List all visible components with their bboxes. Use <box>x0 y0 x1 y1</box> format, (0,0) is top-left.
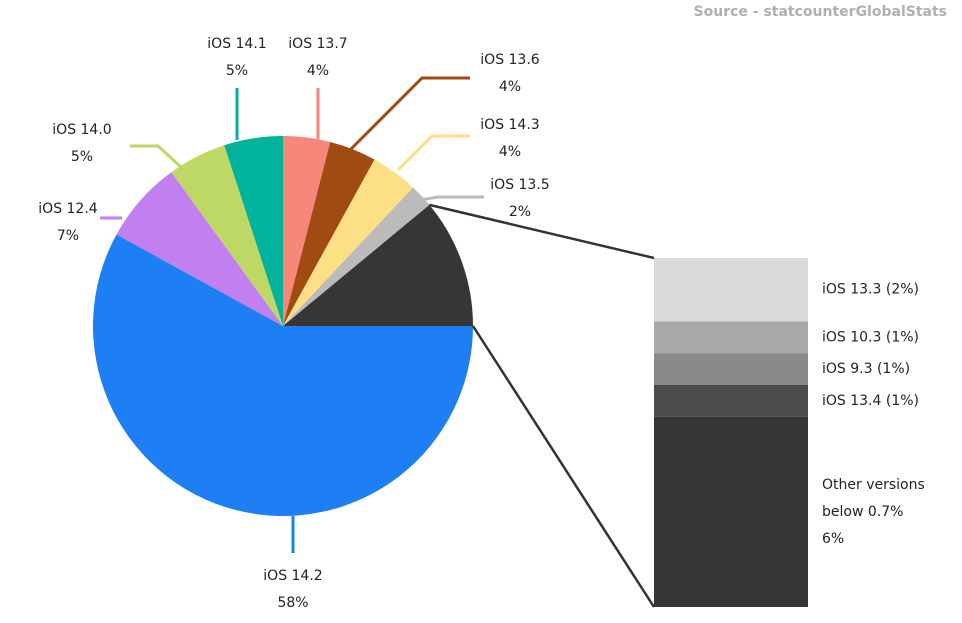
pie-slice <box>283 136 331 326</box>
bar-label: iOS 13.3 (2%) <box>822 282 919 298</box>
slice-label: iOS 13.5 <box>490 177 549 193</box>
source: Source - statcounterGlobalStats <box>694 4 947 20</box>
connector-line <box>471 325 656 608</box>
bar-label: Other versions below 0.7% <box>822 477 925 520</box>
pie-slice <box>116 172 283 326</box>
bar-segment <box>654 384 808 417</box>
slice-value-label: 4% <box>307 63 329 79</box>
slice-value-label: 58% <box>277 595 308 611</box>
slice-label: iOS 14.2 <box>263 568 322 584</box>
bar-label: iOS 13.4 (1%) <box>822 393 919 409</box>
slice-value-label: 2% <box>509 204 531 220</box>
pie-slice <box>224 136 283 326</box>
slice-label: iOS 14.1 <box>207 36 266 52</box>
bar-label: iOS 9.3 (1%) <box>822 361 910 377</box>
bar-segment <box>654 416 808 607</box>
connector-line <box>429 203 655 260</box>
slice-label: iOS 13.6 <box>480 52 540 68</box>
leader-line <box>130 144 184 170</box>
pie-slice <box>92 234 473 516</box>
slice-value-label: 5% <box>226 63 248 79</box>
leader-line <box>348 76 470 152</box>
bar-label: iOS 10.3 (1%) <box>822 329 919 345</box>
slice-label: iOS 14.3 <box>480 117 539 133</box>
slice-value-label: 5% <box>71 149 93 165</box>
pie-slice <box>283 204 473 326</box>
pie-slice <box>283 141 375 326</box>
slice-value-label: 4% <box>499 144 521 160</box>
pie-slice <box>283 159 414 326</box>
bar-value-label: 6% <box>822 531 844 547</box>
bar-segment <box>654 258 808 322</box>
slice-label: iOS 14.0 <box>52 122 111 138</box>
pie-slice <box>283 187 430 326</box>
slice-label: iOS 12.4 <box>38 201 98 217</box>
slice-value-label: 7% <box>57 228 79 244</box>
leader-line <box>419 195 484 202</box>
pie-slice <box>171 145 283 326</box>
leader-line <box>396 134 470 172</box>
slice-value-label: 4% <box>499 79 521 95</box>
bar-segment <box>654 321 808 354</box>
slice-label: iOS 13.7 <box>288 36 347 52</box>
bar-segment <box>654 353 808 385</box>
